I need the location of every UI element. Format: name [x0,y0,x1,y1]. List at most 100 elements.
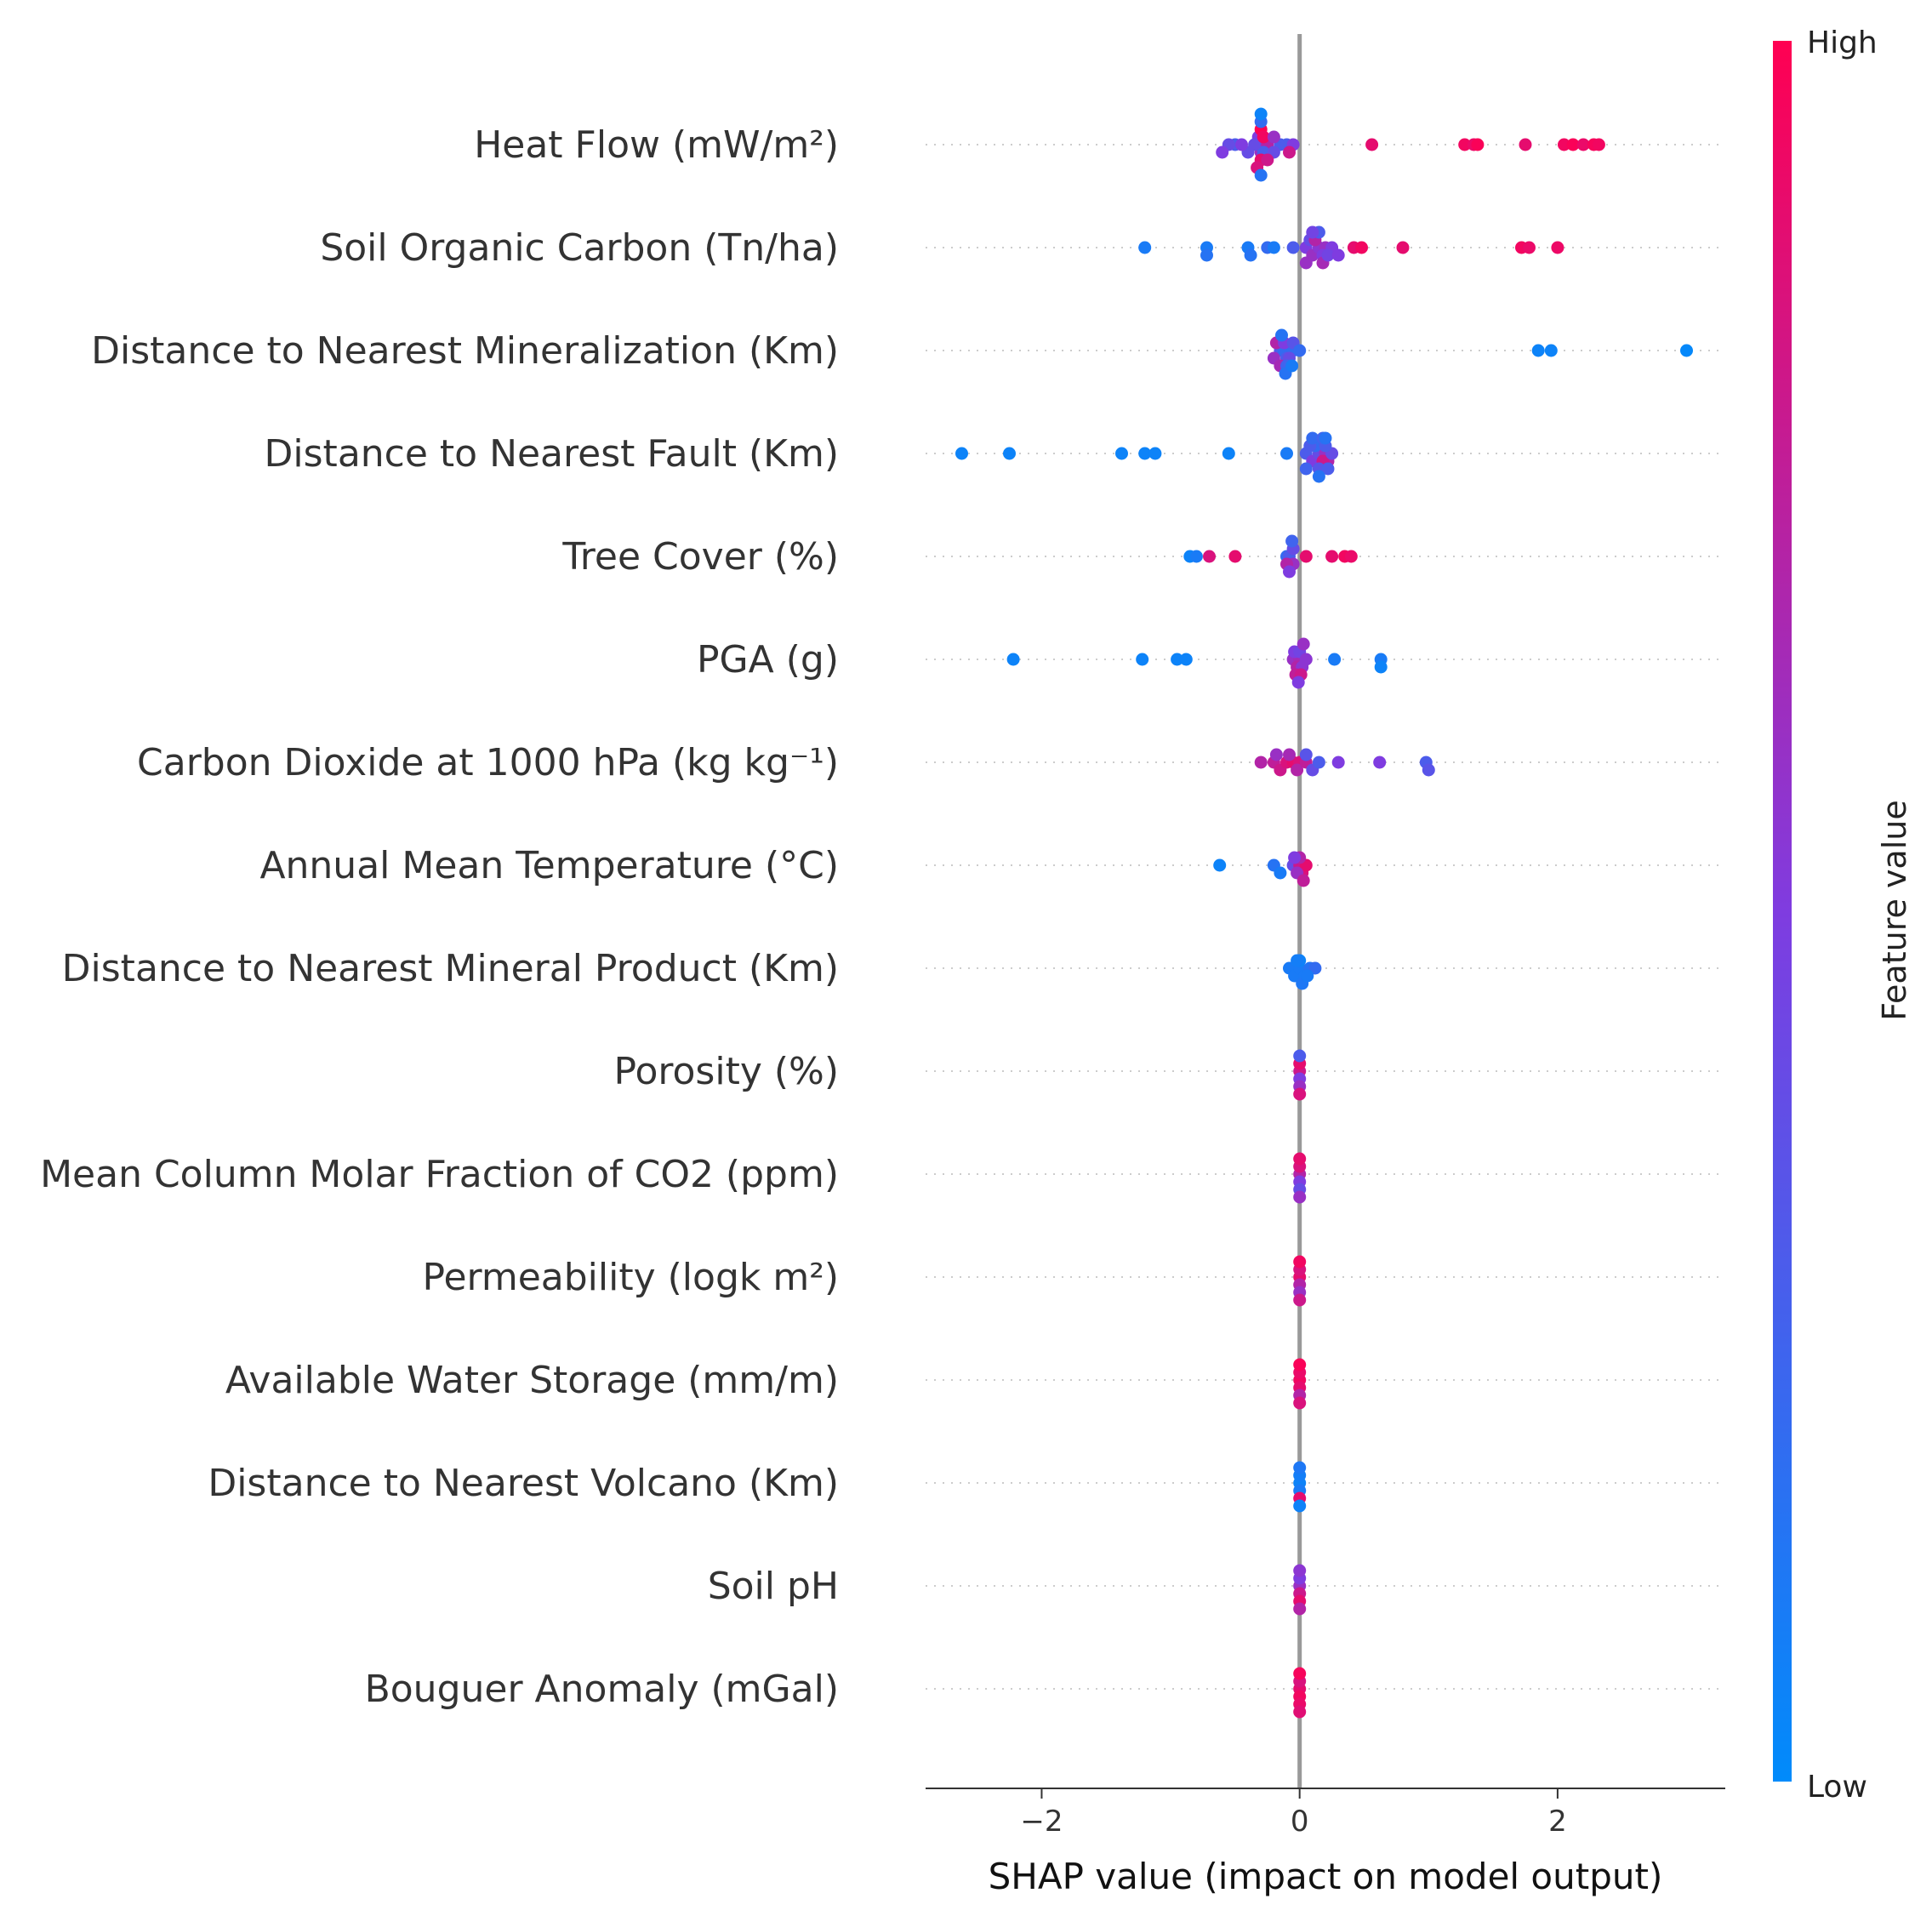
shap-point [1285,534,1299,548]
shap-point [1531,344,1545,357]
colorbar-title: Feature value [1876,800,1913,1020]
shap-point [1275,328,1288,342]
shap-point [1576,138,1590,151]
feature-label: Soil pH [708,1565,839,1608]
shap-point [1269,748,1283,761]
shap-point [1213,858,1227,872]
shap-point [1293,1667,1307,1680]
feature-label: Annual Mean Temperature (°C) [259,844,839,887]
shap-point [1280,447,1293,460]
shap-point [1138,241,1152,254]
x-axis: −2 0 2 [926,1788,1725,1839]
shap-point [1293,1602,1307,1616]
shap-point [1291,676,1305,689]
feature-label: PGA (g) [697,638,839,681]
feature-label: Available Water Storage (mm/m) [225,1359,839,1402]
feature-labels: Heat Flow (mW/m²) Soil Organic Carbon (Tn… [40,123,839,1711]
shap-point [1321,248,1335,262]
shap-point [1293,1358,1307,1371]
colorbar [1773,41,1792,1782]
shap-point [1297,637,1310,651]
shap-point [1115,447,1128,460]
shap-point [1331,248,1345,262]
shap-point [1301,969,1314,983]
x-tick-label: 0 [1291,1805,1309,1839]
shap-point [1319,431,1332,445]
shap-point [1293,1087,1307,1101]
shap-point [1299,256,1313,270]
shap-point [1148,447,1162,460]
shap-point [1228,550,1242,563]
feature-label: Distance to Nearest Mineralization (Km) [91,329,839,373]
shap-point [1179,653,1193,666]
shap-point [1267,130,1280,144]
shap-point [1216,145,1229,159]
row-gridlines [926,144,1725,1690]
shap-point [1293,1461,1307,1474]
shap-point [1293,1705,1307,1719]
shap-point [1293,1190,1307,1204]
shap-point [1254,107,1268,121]
feature-label: Distance to Nearest Fault (Km) [265,432,839,476]
x-axis-title: SHAP value (impact on model output) [989,1856,1663,1897]
shap-point [1299,748,1313,761]
shap-point [1200,248,1213,262]
feature-label: Mean Column Molar Fraction of CO2 (ppm) [40,1153,839,1196]
feature-label: Carbon Dioxide at 1000 hPa (kg kg⁻¹) [137,741,839,784]
shap-point [1396,241,1410,254]
shap-point [1293,1564,1307,1577]
shap-point [1189,550,1203,563]
shap-point [1592,138,1605,151]
shap-point [1306,225,1319,239]
shap-point [1558,138,1570,151]
shap-point [1138,447,1152,460]
shap-point [1299,462,1313,476]
shap-point [1544,344,1558,357]
colorbar-low-label: Low [1807,1770,1867,1805]
shap-point [1274,866,1287,880]
shap-point [1293,1293,1307,1307]
shap-point [1222,447,1235,460]
shap-point [1006,653,1020,666]
shap-point [1288,851,1302,864]
shap-point [1458,138,1472,151]
shap-points [955,107,1693,1719]
shap-point [1566,138,1580,151]
shap-point [1136,653,1149,666]
shap-point [1312,470,1325,483]
shap-point [1244,248,1257,262]
shap-point [1293,1499,1307,1513]
shap-point [1551,241,1564,254]
shap-point [1299,550,1313,563]
shap-point [1235,138,1248,151]
shap-point [1254,756,1268,769]
shap-point [1331,756,1345,769]
shap-point [1267,241,1280,254]
feature-label: Bouguer Anomaly (mGal) [365,1668,839,1711]
shap-point [1293,1152,1307,1166]
feature-label: Tree Cover (%) [561,535,839,579]
shap-point [1365,138,1379,151]
shap-point [1299,653,1313,666]
shap-point [1257,130,1270,144]
feature-label: Permeability (logk m²) [423,1256,840,1299]
x-tick-label: 2 [1548,1805,1567,1839]
shap-point [1422,763,1435,777]
shap-point [1374,660,1388,674]
shap-point [1355,241,1368,254]
shap-point [1293,1049,1307,1063]
shap-point [1003,447,1016,460]
shap-point [1293,1255,1307,1269]
colorbar-high-label: High [1807,26,1878,60]
feature-label: Porosity (%) [614,1050,840,1093]
shap-point [1286,241,1300,254]
shap-point [1306,431,1319,445]
shap-point [1171,653,1184,666]
shap-point [1519,138,1532,151]
shap-point [1321,462,1335,476]
feature-label: Distance to Nearest Mineral Product (Km) [62,947,839,990]
feature-label: Soil Organic Carbon (Tn/ha) [320,226,839,270]
shap-point [1293,344,1307,357]
shap-point [1283,145,1296,159]
